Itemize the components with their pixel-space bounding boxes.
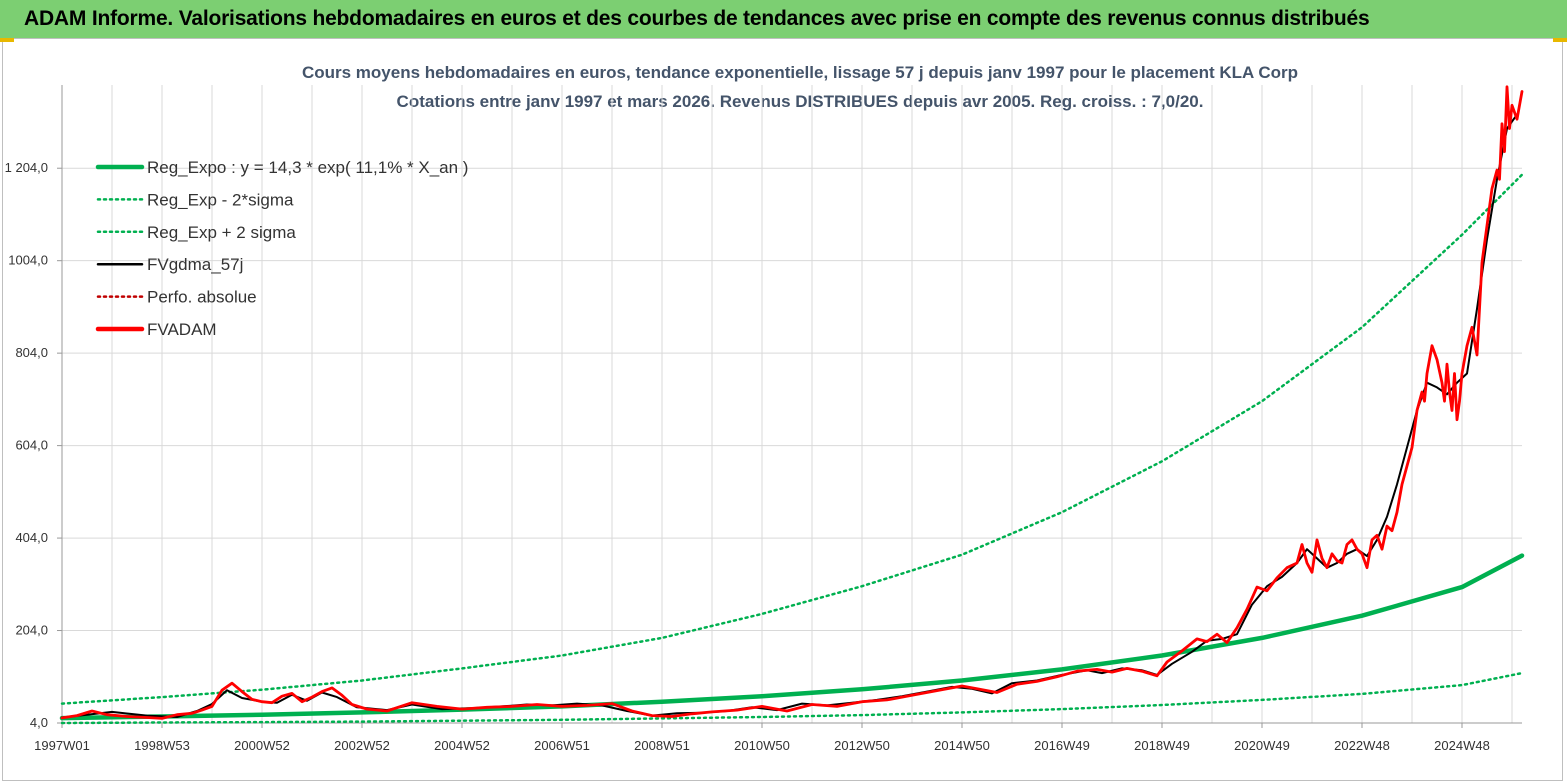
x-tick-label: 2006W51 [534,738,590,753]
y-tick-label: 604,0 [15,438,48,453]
y-tick-label: 404,0 [15,530,48,545]
legend-label: Perfo. absolue [147,288,257,307]
x-tick-label: 2020W49 [1234,738,1290,753]
y-tick-label: 4,0 [30,715,48,730]
chart-subtitle: Cotations entre janv 1997 et mars 2026. … [396,92,1204,111]
x-tick-label: 2022W48 [1334,738,1390,753]
x-tick-label: 2018W49 [1134,738,1190,753]
x-tick-label: 2010W50 [734,738,790,753]
x-tick-label: 2002W52 [334,738,390,753]
x-tick-label: 2004W52 [434,738,490,753]
reg-expo-line [59,553,1525,721]
x-tick-label: 2014W50 [934,738,990,753]
frame-corner-top-left [0,38,14,42]
legend-label: Reg_Expo : y = 14,3 * exp( 11,1% * X_an … [147,158,468,177]
banner-title: ADAM Informe. Valorisations hebdomadaire… [24,7,1370,30]
reg-exp-minus-2sigma-line [60,671,1524,725]
y-tick-label: 204,0 [15,623,48,638]
legend-label: FVgdma_57j [147,255,243,274]
frame-corner-top-right [1553,38,1567,42]
x-tick-label: 2024W48 [1434,738,1490,753]
x-tick-label: 2000W52 [234,738,290,753]
x-tick-label: 2008W51 [634,738,690,753]
chart-title: Cours moyens hebdomadaires en euros, ten… [301,63,1299,82]
legend-label: Reg_Exp - 2*sigma [147,190,294,209]
reg-exp-plus-2sigma-line [60,173,1524,705]
legend-label: FVADAM [147,320,217,339]
fvadam-line [60,85,1524,720]
x-tick-label: 2012W50 [834,738,890,753]
report-banner: ADAM Informe. Valorisations hebdomadaire… [0,0,1567,38]
x-tick-label: 1997W01 [34,738,90,753]
y-tick-label: 804,0 [15,345,48,360]
legend-label: Reg_Exp + 2 sigma [147,223,296,242]
y-tick-label: 1004,0 [8,253,48,268]
y-tick-label: 1 204,0 [5,160,48,175]
x-tick-label: 2016W49 [1034,738,1090,753]
x-tick-label: 1998W53 [134,738,190,753]
